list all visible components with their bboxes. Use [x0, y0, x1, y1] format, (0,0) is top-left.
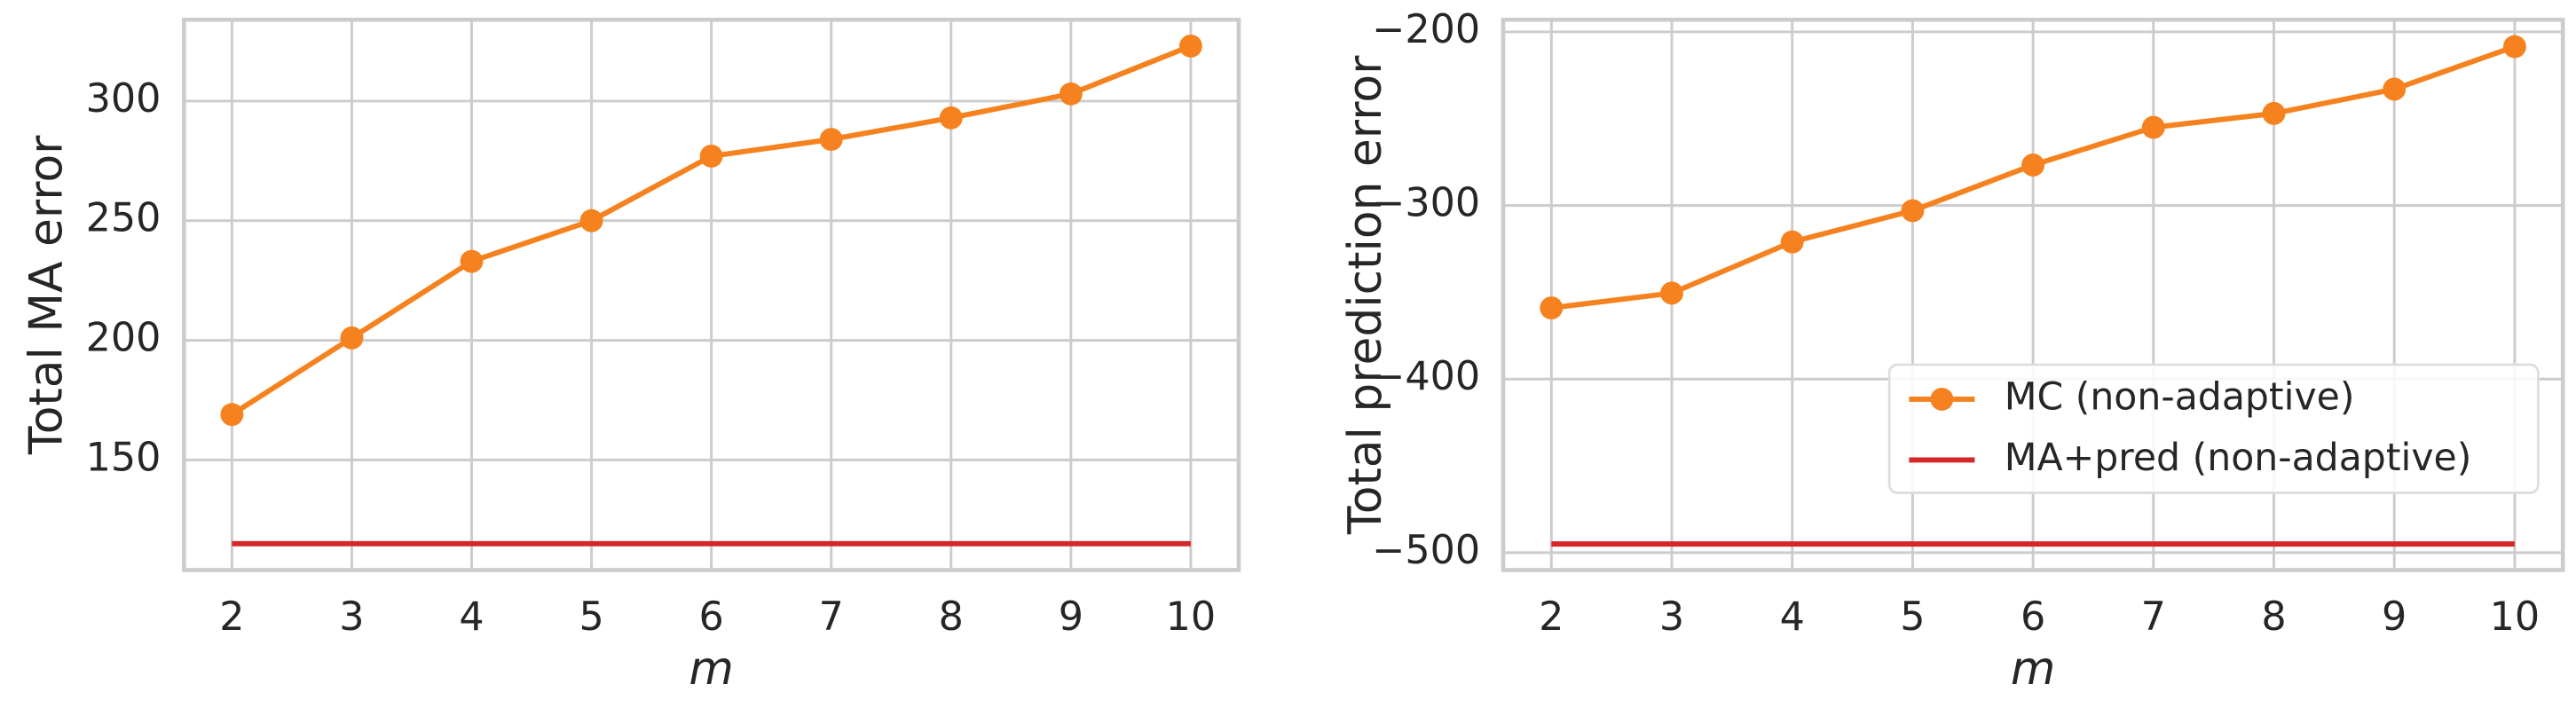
point [2262, 101, 2286, 125]
x-tick-label: 7 [2141, 594, 2166, 640]
y-tick-label: 300 [86, 76, 161, 122]
point [460, 249, 484, 273]
x-tick-label: 4 [1780, 594, 1805, 640]
y-tick-label: 150 [86, 435, 161, 480]
x-tick-label: 7 [819, 594, 844, 640]
legend-marker [1930, 387, 1954, 411]
x-tick-label: 2 [219, 594, 244, 640]
point [1901, 199, 1925, 223]
x-tick-label: 2 [1539, 594, 1564, 640]
x-tick-label: 9 [1059, 594, 1083, 640]
y-axis-label: Total prediction error [1339, 55, 1392, 535]
plot-frame [182, 17, 1241, 572]
x-tick-label: 8 [939, 594, 964, 640]
legend-label: MA+pred (non-adaptive) [2005, 436, 2472, 480]
x-tick-label: 3 [339, 594, 364, 640]
point [2021, 153, 2045, 177]
point [2383, 77, 2407, 101]
x-axis-label: m [2011, 642, 2056, 696]
x-tick-label: 10 [1166, 594, 1217, 640]
x-tick-label: 6 [2021, 594, 2045, 640]
legend-box [1887, 363, 2540, 494]
x-tick-label: 9 [2382, 594, 2407, 640]
point [340, 326, 364, 350]
plot-frame [1501, 17, 2565, 572]
y-tick-label: −200 [1372, 7, 1480, 52]
point [819, 128, 843, 152]
y-tick-label: 250 [86, 196, 161, 241]
point [1540, 296, 1564, 319]
point [220, 403, 244, 427]
y-tick-label: −500 [1372, 528, 1480, 573]
point [2141, 115, 2165, 139]
x-tick-label: 3 [1659, 594, 1684, 640]
x-tick-label: 5 [579, 594, 603, 640]
x-tick-label: 10 [2490, 594, 2541, 640]
x-tick-label: 5 [1900, 594, 1925, 640]
y-tick-label: 200 [86, 316, 161, 361]
point [2502, 35, 2526, 59]
x-tick-label: 8 [2261, 594, 2286, 640]
x-tick-label: 4 [459, 594, 484, 640]
point [579, 209, 603, 232]
legend-label: MC (non-adaptive) [2005, 374, 2355, 419]
y-tick-label: −300 [1372, 181, 1480, 226]
x-axis-label: m [689, 642, 734, 696]
point [1059, 82, 1083, 106]
y-axis-label: Total MA error [20, 135, 74, 455]
point [1780, 230, 1804, 254]
point [699, 144, 723, 168]
point [939, 106, 963, 130]
point [1660, 281, 1683, 305]
point [1178, 34, 1202, 58]
x-tick-label: 6 [699, 594, 724, 640]
y-tick-label: −400 [1372, 354, 1480, 399]
